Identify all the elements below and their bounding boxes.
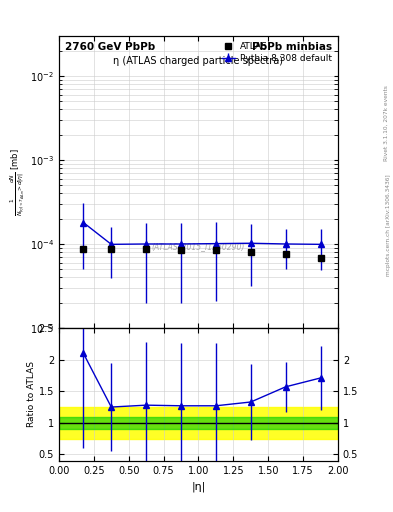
Y-axis label: Ratio to ATLAS: Ratio to ATLAS <box>27 361 36 428</box>
Bar <box>59 417 338 429</box>
Y-axis label: $\frac{1}{N_{|\eta|<T_{AA,m}}\!\!>\!}\frac{dN}{d|\eta|}$ [mb]: $\frac{1}{N_{|\eta|<T_{AA,m}}\!\!>\!}\fr… <box>9 148 27 216</box>
Text: 2760 GeV PbPb: 2760 GeV PbPb <box>64 41 155 52</box>
Text: PbPb minbias: PbPb minbias <box>252 41 332 52</box>
X-axis label: |η|: |η| <box>191 481 206 492</box>
Text: η (ATLAS charged particle spectra): η (ATLAS charged particle spectra) <box>114 56 283 66</box>
Bar <box>59 407 338 439</box>
Text: Rivet 3.1.10, 207k events: Rivet 3.1.10, 207k events <box>384 85 389 161</box>
Text: mcplots.cern.ch [arXiv:1306.3436]: mcplots.cern.ch [arXiv:1306.3436] <box>386 175 391 276</box>
Legend: ATLAS, Pythia 8.308 default: ATLAS, Pythia 8.308 default <box>220 40 334 65</box>
Text: (ATLAS_2015_I1360290): (ATLAS_2015_I1360290) <box>152 242 245 251</box>
